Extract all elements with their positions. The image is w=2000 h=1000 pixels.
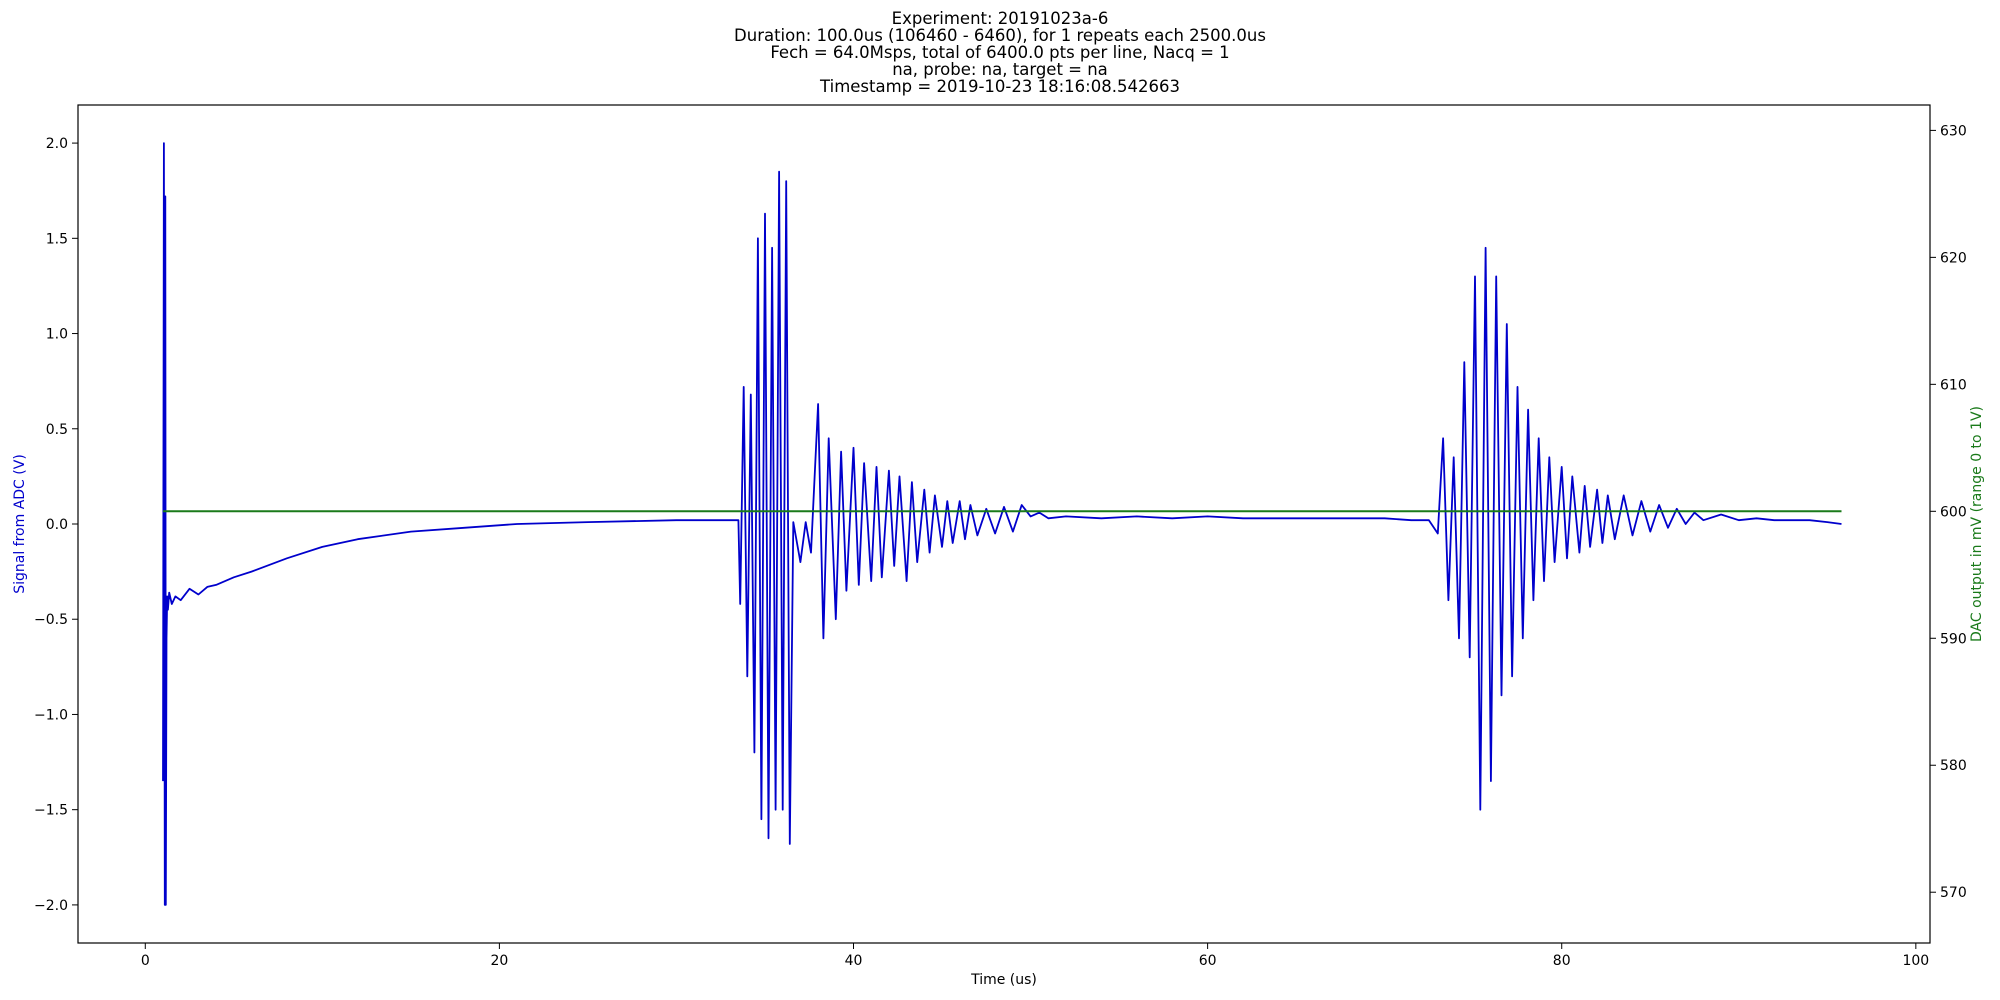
y-right-tick-label: 590: [1940, 631, 1967, 647]
y-right-tick-label: 600: [1940, 504, 1967, 520]
y-left-tick-label: −2.0: [34, 898, 68, 914]
y-right-tick-label: 610: [1940, 377, 1967, 393]
y-axis-right-label: DAC output in mV (range 0 to 1V): [1969, 406, 1985, 642]
series-line-signal: [162, 142, 1842, 906]
y-right-tick-label: 580: [1940, 758, 1967, 774]
y-left-tick-label: −0.5: [34, 612, 68, 628]
y-left-tick-label: 2.0: [46, 136, 68, 152]
y-right-tick-label: 620: [1940, 250, 1967, 266]
title-line-5: Timestamp = 2019-10-23 18:16:08.542663: [820, 77, 1180, 96]
y-left-tick-label: 1.5: [46, 231, 68, 247]
y-left-tick-label: 0.5: [46, 422, 68, 438]
chart-marks: [162, 142, 1842, 906]
y-left-tick-label: 1.0: [46, 327, 68, 343]
chart-title: Experiment: 20191023a-6 Duration: 100.0u…: [0, 10, 2000, 95]
y-axis-right: 570 580 590 600 610 620 630: [1930, 123, 1967, 901]
x-axis: 0 20 40 60 80 100: [141, 943, 1929, 969]
y-left-tick-label: −1.0: [34, 707, 68, 723]
title-line-2: Duration: 100.0us (106460 - 6460), for 1…: [734, 26, 1266, 45]
y-left-tick-label: −1.5: [34, 803, 68, 819]
x-axis-label: Time (us): [970, 972, 1037, 988]
y-axis-left: −2.0 −1.5 −1.0 −0.5 0.0 0.5 1.0 1.5 2.0: [34, 136, 78, 914]
x-tick-label: 40: [845, 953, 863, 969]
x-tick-label: 20: [490, 953, 508, 969]
title-line-1: Experiment: 20191023a-6: [891, 9, 1109, 28]
y-right-tick-label: 570: [1940, 885, 1967, 901]
y-left-tick-label: 0.0: [46, 517, 68, 533]
x-tick-label: 0: [141, 953, 150, 969]
x-tick-label: 80: [1553, 953, 1571, 969]
y-right-tick-label: 630: [1940, 123, 1967, 139]
title-line-3: Fech = 64.0Msps, total of 6400.0 pts per…: [770, 43, 1230, 62]
x-tick-label: 100: [1902, 953, 1929, 969]
y-axis-left-label: Signal from ADC (V): [12, 454, 28, 594]
title-line-4: na, probe: na, target = na: [892, 60, 1108, 79]
x-tick-label: 60: [1199, 953, 1217, 969]
